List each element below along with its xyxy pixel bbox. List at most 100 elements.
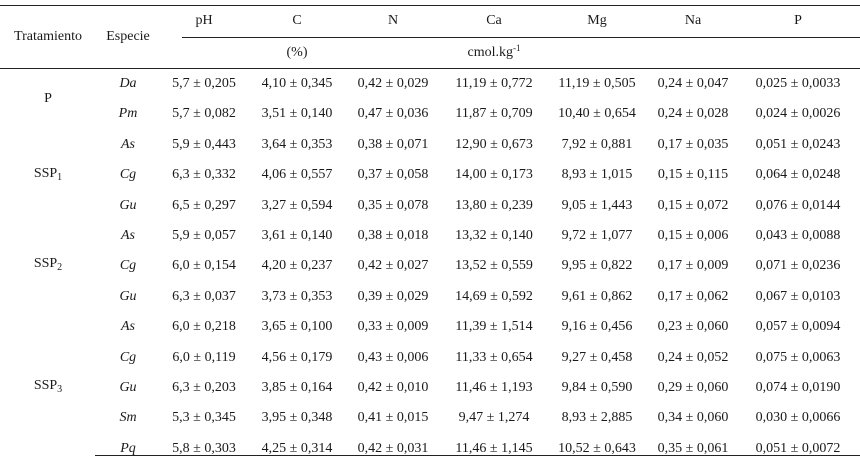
header-n: N [387,13,399,28]
header-na: Na [684,13,702,28]
value-cell-mg: 9,27 ± 0,458 [561,349,633,365]
value-cell-mg: 11,19 ± 0,505 [558,76,636,91]
value-cell-ph: 6,0 ± 0,218 [172,319,236,335]
value-cell-ph: 6,5 ± 0,297 [172,197,236,213]
value-cell-n: 0,47 ± 0,036 [357,106,429,122]
value-cell-na: 0,15 ± 0,115 [657,167,729,183]
value-cell-ph: 5,7 ± 0,205 [172,76,236,91]
value-cell-p: 0,075 ± 0,0063 [755,349,841,365]
value-cell-ca: 11,33 ± 0,654 [455,349,533,365]
header-bottom-rule [0,68,860,69]
value-cell-ca: 11,39 ± 1,514 [455,319,533,335]
value-cell-na: 0,34 ± 0,060 [657,410,729,426]
value-cell-c: 4,25 ± 0,314 [261,440,333,456]
value-cell-ph: 6,0 ± 0,119 [172,349,236,365]
value-cell-ph: 6,3 ± 0,332 [172,167,236,183]
especie-cell: As [121,228,135,243]
value-cell-n: 0,42 ± 0,010 [357,380,429,395]
value-cell-n: 0,42 ± 0,029 [357,76,429,91]
especie-cell: Pq [120,440,136,456]
value-cell-p: 0,064 ± 0,0248 [755,167,841,183]
value-cell-n: 0,38 ± 0,018 [357,228,429,243]
value-cell-ph: 5,9 ± 0,443 [172,136,236,152]
value-cell-mg: 9,72 ± 1,077 [561,228,633,243]
value-cell-na: 0,15 ± 0,072 [657,197,729,213]
value-cell-mg: 9,61 ± 0,862 [561,288,633,304]
unit-cmol-exponent: -1 [513,43,521,53]
value-cell-p: 0,051 ± 0,0072 [755,440,841,456]
value-cell-mg: 9,05 ± 1,443 [561,197,633,213]
especie-cell: Pm [118,106,138,122]
value-cell-na: 0,24 ± 0,052 [657,349,729,365]
value-cell-na: 0,17 ± 0,035 [657,136,729,152]
value-cell-n: 0,39 ± 0,029 [357,288,429,304]
especie-cell: As [121,136,135,152]
value-cell-mg: 10,52 ± 0,643 [558,440,636,456]
value-cell-mg: 9,95 ± 0,822 [561,258,633,274]
value-cell-na: 0,29 ± 0,060 [657,380,729,395]
especie-cell: Gu [119,197,137,213]
value-cell-c: 4,20 ± 0,237 [261,258,333,274]
value-cell-na: 0,24 ± 0,047 [657,76,729,91]
value-cell-na: 0,17 ± 0,009 [657,258,729,274]
header-ca: Ca [486,13,502,28]
header-c: C [292,13,302,28]
value-cell-mg: 9,84 ± 0,590 [561,380,633,395]
value-cell-c: 3,51 ± 0,140 [261,106,333,122]
header-especie: Especie [106,29,150,44]
value-cell-p: 0,024 ± 0,0026 [755,106,841,122]
value-cell-p: 0,043 ± 0,0088 [755,228,841,243]
value-cell-na: 0,17 ± 0,062 [657,288,729,304]
treatment-label: SSP1 [33,166,63,183]
header-p: P [794,13,802,28]
value-cell-na: 0,24 ± 0,028 [657,106,729,122]
especie-cell: As [121,319,135,335]
value-cell-ph: 6,0 ± 0,154 [172,258,236,274]
value-cell-p: 0,074 ± 0,0190 [755,380,841,395]
header-tratamiento: Tratamiento [14,29,82,44]
unit-percent: (%) [286,45,308,60]
value-cell-ca: 11,46 ± 1,193 [455,380,533,395]
value-cell-c: 3,65 ± 0,100 [261,319,333,335]
treatment-label: P [44,91,52,106]
value-cell-ca: 13,32 ± 0,140 [455,228,533,243]
value-cell-c: 3,95 ± 0,348 [261,410,333,426]
value-cell-p: 0,071 ± 0,0236 [755,258,841,274]
header-ph: pH [195,13,213,28]
value-cell-c: 4,10 ± 0,345 [261,76,333,91]
value-cell-n: 0,38 ± 0,071 [357,136,429,152]
value-cell-ph: 5,7 ± 0,082 [172,106,236,122]
value-cell-mg: 8,93 ± 1,015 [561,167,633,183]
value-cell-ph: 6,3 ± 0,037 [172,288,236,304]
especie-cell: Cg [119,258,137,274]
value-cell-n: 0,41 ± 0,015 [357,410,429,426]
value-cell-ph: 5,3 ± 0,345 [172,410,236,426]
treatment-label: SSP3 [33,378,63,395]
especie-cell: Cg [119,167,137,183]
header-mg: Mg [587,13,607,28]
value-cell-c: 3,61 ± 0,140 [261,228,333,243]
value-cell-na: 0,15 ± 0,006 [657,228,729,243]
unit-cmol-text: cmol.kg [467,45,514,60]
treatment-label: SSP2 [33,256,63,273]
top-rule [0,5,860,6]
especie-cell: Sm [119,410,137,426]
value-cell-c: 3,27 ± 0,594 [261,197,333,213]
header-mid-rule [182,37,860,38]
value-cell-n: 0,43 ± 0,006 [357,349,429,365]
value-cell-mg: 9,16 ± 0,456 [561,319,633,335]
especie-cell: Da [119,76,137,91]
value-cell-na: 0,23 ± 0,060 [657,319,729,335]
value-cell-ca: 13,52 ± 0,559 [455,258,533,274]
value-cell-ca: 11,19 ± 0,772 [455,76,533,91]
value-cell-c: 3,85 ± 0,164 [261,380,333,395]
especie-cell: Gu [119,288,137,304]
value-cell-ca: 12,90 ± 0,673 [455,136,533,152]
value-cell-c: 4,06 ± 0,557 [261,167,333,183]
especie-cell: Cg [119,349,137,365]
value-cell-n: 0,33 ± 0,009 [357,319,429,335]
value-cell-ph: 5,8 ± 0,303 [172,440,236,456]
value-cell-ph: 5,9 ± 0,057 [172,228,236,243]
especie-cell: Gu [119,380,137,395]
